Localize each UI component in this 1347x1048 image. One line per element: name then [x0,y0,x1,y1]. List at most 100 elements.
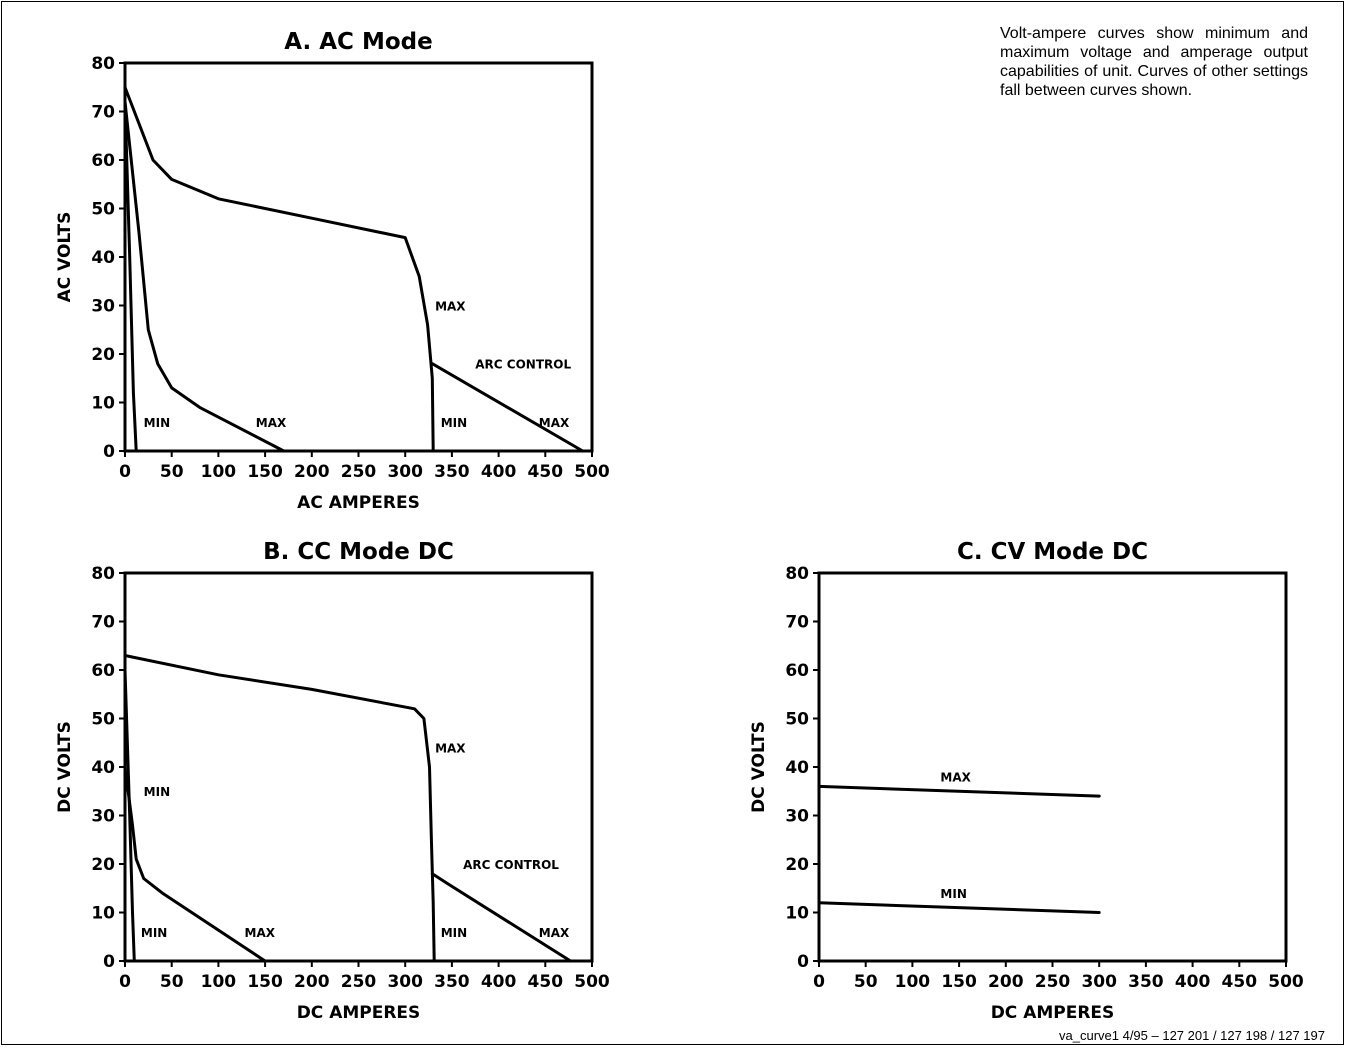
x-tick-label: 0 [119,972,131,992]
y-tick-label: 60 [91,661,115,681]
y-axis-label: DC VOLTS [55,721,75,813]
curve-arc-control [430,362,585,453]
x-tick-label: 500 [574,462,610,482]
curve-label-min: MIN [441,926,467,940]
y-tick-label: 70 [91,613,115,633]
chart-title: B. CC Mode DC [263,539,454,565]
x-tick-label: 100 [201,462,237,482]
curve-max [817,784,1101,798]
x-tick-label: 200 [294,462,330,482]
x-tick-label: 50 [160,462,184,482]
y-tick-label: 30 [91,297,115,317]
chart-title: C. CV Mode DC [957,539,1148,565]
curve-min [817,901,1101,914]
x-tick-label: 400 [481,462,517,482]
curve-label-max: MAX [245,926,276,940]
x-tick-label: 200 [294,972,330,992]
x-tick-label: 150 [247,462,283,482]
x-tick-label: 200 [988,972,1024,992]
y-tick-label: 40 [91,248,115,268]
x-tick-label: 450 [528,972,564,992]
x-tick-label: 250 [341,972,377,992]
x-tick-label: 450 [1222,972,1258,992]
curve-label-max: MAX [539,926,570,940]
chart-c-cv-mode-dc: C. CV Mode DC0 50 100 150 200 250 300 350 400 450… [749,539,1304,1023]
x-tick-label: 300 [387,462,423,482]
y-tick-label: 20 [785,855,809,875]
y-tick-label: 80 [91,564,115,584]
curve-label-min: MIN [441,416,467,430]
y-tick-label: 70 [785,613,809,633]
y-tick-label: 40 [91,758,115,778]
x-tick-label: 250 [341,462,377,482]
y-tick-label: 0 [103,952,115,972]
curve-label-arc-control: ARC CONTROL [463,858,559,872]
x-tick-label: 400 [481,972,517,992]
curve-label-max: MAX [256,416,287,430]
chart-b-cc-mode-dc: B. CC Mode DC0 50 100 150 200 250 300 350 400 450… [55,539,610,1023]
curve-label-max: MAX [435,741,466,755]
curve-arc-control [430,872,572,963]
x-axis-label: AC AMPERES [297,493,420,513]
curve-label-max: MAX [940,771,971,785]
y-axis-label: DC VOLTS [749,721,769,813]
x-tick-label: 150 [941,972,977,992]
x-tick-label: 250 [1035,972,1071,992]
y-tick-label: 10 [91,394,115,414]
x-tick-label: 100 [201,972,237,992]
y-tick-label: 50 [91,710,115,730]
plot-area [123,61,594,453]
y-tick-label: 60 [785,661,809,681]
figure-footer: va_curve1 4/95 – 127 201 / 127 198 / 127… [1059,1028,1325,1043]
y-tick-label: 70 [91,103,115,123]
y-tick-label: 80 [785,564,809,584]
x-tick-label: 400 [1175,972,1211,992]
chart-title: A. AC Mode [284,29,432,55]
x-tick-label: 500 [574,972,610,992]
y-tick-label: 30 [91,807,115,827]
y-tick-label: 10 [785,904,809,924]
y-tick-label: 50 [91,200,115,220]
x-tick-label: 100 [895,972,931,992]
y-tick-label: 40 [785,758,809,778]
y-tick-label: 0 [103,442,115,462]
y-tick-label: 60 [91,151,115,171]
curve-label-arc-control: ARC CONTROL [475,358,571,372]
curve-max [123,85,435,453]
x-tick-label: 300 [387,972,423,992]
x-axis-label: DC AMPERES [297,1003,421,1023]
x-axis-label: DC AMPERES [991,1003,1115,1023]
y-axis-label: AC VOLTS [55,212,75,303]
y-tick-label: 20 [91,855,115,875]
curve-max [123,654,436,963]
curve-max [123,100,286,453]
curve-min [123,668,136,963]
y-tick-label: 30 [785,807,809,827]
x-tick-label: 350 [1128,972,1164,992]
y-tick-label: 50 [785,710,809,730]
x-tick-label: 450 [528,462,564,482]
x-tick-label: 0 [813,972,825,992]
plot-area [123,571,594,963]
curve-label-max: MAX [539,416,570,430]
chart-a-ac-mode: A. AC Mode 0 50 100 150 200 250 300 350 400 450 500… [55,29,610,513]
x-tick-label: 500 [1268,972,1304,992]
x-tick-label: 300 [1081,972,1117,992]
curve-label-min: MIN [141,926,167,940]
curve-label-max: MAX [435,299,466,313]
x-tick-label: 50 [160,972,184,992]
y-tick-label: 10 [91,904,115,924]
curve-label-min: MIN [144,416,170,430]
curve-label-min: MIN [940,887,966,901]
plot-area [817,571,1288,963]
caption-note: Volt-ampere curves show minimum and maxi… [1000,25,1308,99]
x-tick-label: 50 [854,972,878,992]
curve-max [123,765,267,963]
curve-min [123,100,138,453]
y-tick-label: 0 [797,952,809,972]
x-tick-label: 150 [247,972,283,992]
x-tick-label: 350 [434,972,470,992]
x-tick-label: 350 [434,462,470,482]
